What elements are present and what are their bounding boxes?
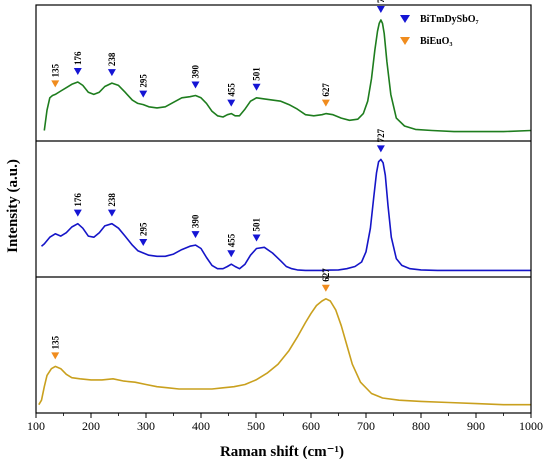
panel-3: 135 627 [38, 268, 531, 406]
peak-label-627: 627 [321, 83, 331, 97]
peak-label-727: 727 [376, 0, 386, 3]
peak-label-295: 295 [138, 222, 148, 236]
peak-label-176: 176 [73, 51, 83, 65]
x-tick-label-200: 200 [82, 419, 100, 433]
panels-group: 135 176 238 295 390 455 501 627 727 176 238 295 390 4… [38, 0, 532, 406]
peak-label-238: 238 [107, 52, 117, 66]
spectrum-line-3 [38, 298, 531, 406]
peak-marker-295 [139, 90, 148, 98]
peak-marker-455 [227, 250, 236, 258]
legend-label-1: BiTmDySbO₇ [420, 14, 479, 25]
peak-label-455: 455 [226, 233, 236, 247]
peak-marker-238 [107, 209, 116, 217]
peak-label-455: 455 [226, 83, 236, 97]
peak-label-390: 390 [191, 65, 201, 79]
peak-marker-135 [51, 352, 60, 360]
peak-marker-501 [252, 83, 261, 91]
x-tick-label-1000: 1000 [519, 419, 543, 433]
peak-label-295: 295 [138, 74, 148, 88]
peak-label-135: 135 [50, 63, 60, 77]
x-tick-label-700: 700 [357, 419, 375, 433]
spectrum-line-1 [43, 19, 532, 133]
x-tick-label-400: 400 [192, 419, 210, 433]
peak-marker-390 [191, 81, 200, 89]
legend: BiTmDySbO₇ BiEuO₃ [400, 14, 479, 47]
peak-marker-627 [321, 284, 330, 292]
legend-marker-2 [400, 37, 410, 45]
peak-marker-238 [107, 69, 116, 77]
peak-marker-727 [376, 145, 385, 153]
x-tick-label-900: 900 [467, 419, 485, 433]
peak-marker-455 [227, 99, 236, 107]
x-tick-label-300: 300 [137, 419, 155, 433]
x-axis-label: Raman shift (cm⁻¹) [220, 444, 344, 460]
peak-label-390: 390 [191, 214, 201, 228]
x-tick-label-800: 800 [412, 419, 430, 433]
spectrum-line-2 [40, 158, 531, 272]
x-tick-label-500: 500 [247, 419, 265, 433]
x-tick-label-600: 600 [302, 419, 320, 433]
peak-marker-390 [191, 231, 200, 239]
legend-marker-1 [400, 15, 410, 23]
panel-2: 176 238 295 390 455 501 727 [40, 128, 531, 272]
peak-label-627: 627 [321, 268, 331, 282]
peak-marker-135 [51, 80, 60, 88]
peak-marker-627 [321, 99, 330, 107]
axes-group: 100 200 300 400 500 600 700 800 900 1000 [27, 4, 543, 433]
peak-label-238: 238 [107, 193, 117, 207]
panel-1: 135 176 238 295 390 455 501 627 727 [43, 0, 532, 133]
peak-label-501: 501 [252, 217, 262, 231]
peak-marker-176 [73, 68, 82, 76]
peak-label-135: 135 [50, 335, 60, 349]
peak-label-501: 501 [252, 67, 262, 81]
y-axis-label: Intensity (a.u.) [5, 159, 21, 253]
peak-marker-501 [252, 234, 261, 242]
x-tick-label-100: 100 [27, 419, 45, 433]
peak-marker-727 [376, 6, 385, 14]
legend-label-2: BiEuO₃ [420, 36, 452, 47]
peak-label-176: 176 [73, 193, 83, 207]
peak-marker-295 [139, 238, 148, 246]
peak-label-727: 727 [376, 128, 386, 142]
peak-marker-176 [73, 209, 82, 217]
